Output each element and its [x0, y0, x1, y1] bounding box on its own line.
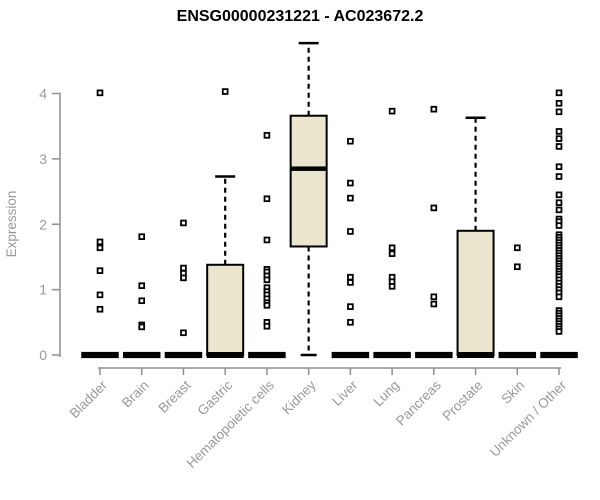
- outlier-breast-1: [180, 264, 187, 272]
- outlier-unknown-other-1: [555, 100, 563, 107]
- box-gastric: [206, 263, 245, 356]
- outlier-unknown-other-8: [555, 191, 563, 199]
- collapsed-box-hematopoietic-cells: [248, 351, 286, 359]
- y-tick-label-3: 3: [39, 151, 47, 167]
- outlier-liver-4: [347, 273, 354, 281]
- box-prostate: [456, 229, 495, 357]
- outlier-liver-7: [347, 319, 354, 326]
- median-line-kidney: [290, 166, 328, 171]
- x-tick-label-kidney: Kidney: [279, 377, 319, 417]
- outlier-skin-1: [514, 263, 521, 271]
- collapsed-box-pancreas: [415, 351, 453, 359]
- outlier-bladder-0: [96, 89, 104, 97]
- y-tick-label-4: 4: [39, 86, 47, 102]
- median-line-prostate: [457, 352, 495, 358]
- x-tick-label-prostate: Prostate: [440, 378, 486, 424]
- chart-title: ENSG00000231221 - AC023672.2: [176, 8, 424, 25]
- outlier-unknown-other-2: [555, 108, 563, 116]
- collapsed-box-bladder: [81, 351, 119, 359]
- outlier-bladder-1: [96, 238, 104, 246]
- x-tick-label-liver: Liver: [329, 377, 361, 409]
- outlier-liver-0: [347, 137, 354, 145]
- outlier-lung-1: [388, 244, 396, 252]
- y-tick-label-1: 1: [39, 282, 47, 298]
- outlier-pancreas-1: [430, 204, 438, 212]
- outlier-hematopoietic-cells-0: [263, 132, 271, 139]
- outlier-pancreas-0: [430, 105, 438, 113]
- outlier-bladder-3: [96, 267, 104, 274]
- outlier-pancreas-3: [430, 300, 438, 308]
- outlier-unknown-other-3: [555, 128, 563, 135]
- outlier-hematopoietic-cells-14: [263, 322, 271, 330]
- outlier-unknown-other-6: [555, 163, 563, 171]
- collapsed-box-liver: [331, 351, 370, 359]
- outlier-breast-3: [180, 274, 187, 282]
- outlier-unknown-other-36: [555, 293, 563, 301]
- outlier-brain-1: [138, 282, 146, 290]
- outlier-liver-6: [347, 303, 354, 310]
- outlier-brain-0: [138, 233, 146, 240]
- collapsed-box-breast: [164, 351, 203, 359]
- outlier-bladder-5: [96, 305, 104, 313]
- outlier-hematopoietic-cells-12: [263, 302, 271, 309]
- outlier-liver-5: [347, 279, 354, 286]
- x-tick-label-breast: Breast: [155, 377, 193, 415]
- outlier-breast-0: [180, 219, 187, 227]
- outlier-skin-0: [514, 244, 521, 252]
- outlier-liver-2: [347, 194, 354, 202]
- median-line-gastric: [206, 352, 244, 358]
- collapsed-box-brain: [122, 351, 161, 359]
- collapsed-box-unknown-other: [540, 351, 578, 359]
- outlier-unknown-other-0: [555, 89, 563, 97]
- collapsed-box-skin: [498, 351, 537, 359]
- outlier-lung-0: [388, 107, 396, 115]
- collapsed-box-lung: [373, 351, 411, 359]
- y-axis-title: Expression: [4, 191, 19, 258]
- x-tick-label-skin: Skin: [498, 378, 527, 407]
- box-kidney: [289, 114, 328, 248]
- outlier-lung-2: [388, 250, 396, 257]
- outlier-bladder-2: [96, 244, 104, 252]
- x-tick-label-gastric: Gastric: [194, 377, 235, 418]
- outlier-unknown-other-10: [555, 206, 563, 214]
- outlier-pancreas-2: [430, 293, 438, 301]
- outlier-unknown-other-9: [555, 199, 563, 206]
- y-tick-label-2: 2: [39, 216, 47, 232]
- outlier-unknown-other-4: [555, 135, 563, 142]
- outlier-liver-1: [347, 179, 354, 187]
- outlier-breast-4: [180, 329, 187, 337]
- y-tick-label-0: 0: [39, 347, 47, 363]
- outlier-unknown-other-7: [555, 173, 563, 180]
- outlier-lung-5: [388, 283, 396, 290]
- x-tick-label-lung: Lung: [370, 378, 402, 410]
- x-tick-label-unknown-other: Unknown / Other: [487, 377, 570, 460]
- outlier-unknown-other-5: [555, 143, 563, 150]
- outlier-gastric-0: [221, 88, 229, 95]
- outlier-hematopoietic-cells-6: [263, 276, 271, 284]
- outlier-brain-2: [138, 297, 146, 305]
- outlier-unknown-other-13: [555, 222, 563, 229]
- x-tick-label-bladder: Bladder: [67, 377, 111, 421]
- outlier-unknown-other-45: [555, 328, 563, 335]
- x-tick-label-pancreas: Pancreas: [393, 377, 444, 428]
- outlier-hematopoietic-cells-2: [263, 236, 271, 244]
- outlier-bladder-4: [96, 291, 104, 299]
- outlier-hematopoietic-cells-1: [263, 195, 271, 203]
- x-tick-label-brain: Brain: [119, 378, 152, 411]
- outlier-brain-4: [138, 323, 146, 331]
- outlier-liver-3: [347, 228, 354, 235]
